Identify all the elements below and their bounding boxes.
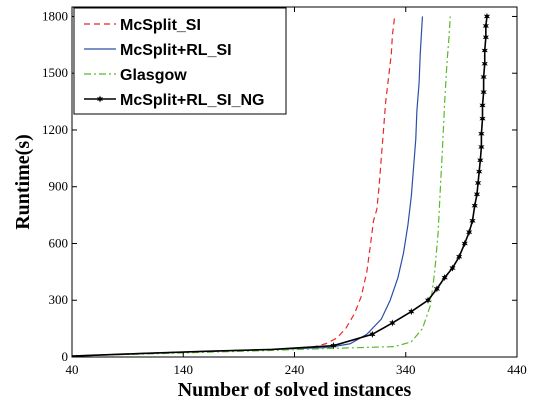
- data-point-marker: [482, 33, 489, 41]
- data-point-marker: [478, 143, 485, 151]
- data-point-marker: [469, 217, 476, 225]
- y-tick-label: 1500: [42, 65, 68, 80]
- data-point-marker: [480, 73, 487, 81]
- series-2: [71, 16, 451, 357]
- data-point-marker: [330, 342, 337, 350]
- x-tick-label: 140: [174, 362, 194, 377]
- data-point-marker: [456, 253, 463, 261]
- data-point-marker: [466, 228, 473, 236]
- data-point-marker: [476, 167, 483, 176]
- y-tick-label: 0: [62, 349, 69, 364]
- data-point-marker: [481, 60, 488, 68]
- series-0: [71, 16, 396, 357]
- series-3: [71, 12, 491, 357]
- data-point-marker: [389, 319, 396, 327]
- data-point-marker: [474, 179, 482, 187]
- legend-box: [73, 7, 287, 115]
- y-tick-label: 1200: [42, 122, 68, 137]
- series-line: [71, 16, 396, 357]
- data-point-marker: [449, 264, 456, 272]
- data-point-marker: [408, 307, 415, 316]
- data-point-marker: [479, 101, 486, 109]
- y-tick-label: 300: [49, 292, 69, 307]
- legend: McSplit_SI McSplit+RL_SI Glasgow McSplit+RL…: [73, 7, 287, 115]
- data-point-marker: [480, 88, 487, 96]
- data-point-marker: [478, 130, 485, 138]
- y-tick-label: 600: [49, 235, 69, 250]
- data-point-marker: [483, 12, 491, 21]
- data-point-marker: [424, 296, 432, 304]
- legend-label: McSplit+RL_SI: [120, 42, 232, 59]
- legend-label: McSplit+RL_SI_NG: [120, 92, 264, 109]
- y-tick-label: 1800: [42, 8, 68, 23]
- x-tick-label: 40: [66, 362, 79, 377]
- data-point-marker: [471, 202, 478, 210]
- series-layer: [71, 12, 491, 357]
- data-point-marker: [441, 273, 448, 282]
- data-point-marker: [481, 46, 488, 55]
- axes-layer: 40 140 240 340 440 0 300 600 900 1200 1500 1800: [42, 7, 527, 377]
- x-tick-label: 440: [507, 362, 527, 377]
- data-point-marker: [433, 285, 441, 293]
- data-point-marker: [473, 190, 481, 198]
- legend-label: Glasgow: [120, 67, 187, 84]
- data-point-marker: [479, 115, 486, 123]
- data-point-marker: [482, 22, 489, 30]
- series-line: [71, 16, 451, 357]
- y-tick-label: 900: [49, 179, 69, 194]
- data-point-marker: [461, 239, 468, 248]
- data-point-marker: [477, 156, 484, 164]
- x-tick-label: 240: [285, 362, 305, 377]
- legend-marker: [96, 95, 104, 103]
- y-axis-title: Runtime(s): [12, 134, 34, 230]
- x-axis-title: Number of solved instances: [178, 379, 412, 401]
- data-point-marker: [369, 330, 376, 338]
- x-tick-label: 340: [396, 362, 416, 377]
- legend-label: McSplit_SI: [120, 17, 201, 34]
